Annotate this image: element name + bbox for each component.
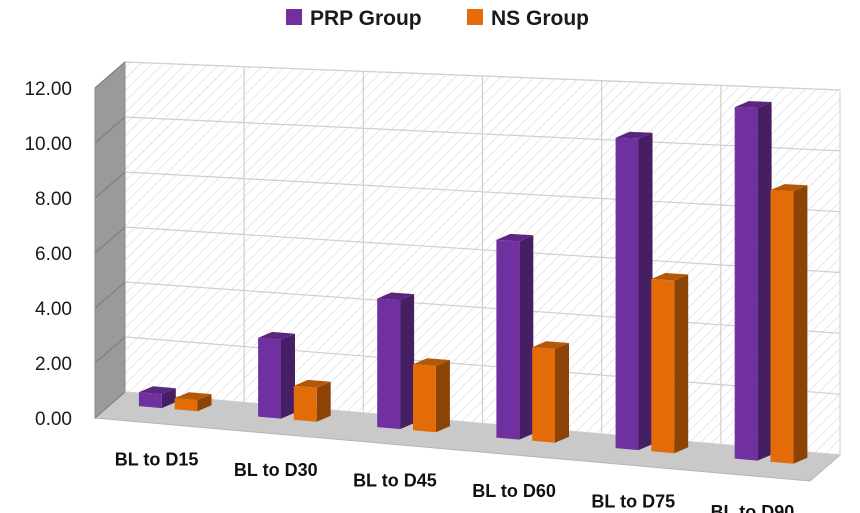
y-tick-label: 0.00 <box>35 409 72 430</box>
x-category-label: BL to D15 <box>115 449 199 469</box>
x-category-label: BL to D60 <box>472 481 556 501</box>
y-tick-label: 6.00 <box>35 244 72 265</box>
side-gridline <box>94 391 126 419</box>
x-category-label: BL to D45 <box>353 470 437 490</box>
bar-prp-0 <box>138 386 176 409</box>
side-gridline <box>94 116 126 144</box>
legend-label-prp: PRP Group <box>310 7 422 30</box>
legend-label-ns: NS Group <box>491 7 589 30</box>
side-gridline <box>94 281 126 309</box>
y-tick-label: 8.00 <box>35 189 72 210</box>
bar-ns-3 <box>532 341 569 443</box>
bar-ns-2 <box>413 358 450 433</box>
side-gridline <box>94 61 126 89</box>
bar-prp-5 <box>734 101 772 461</box>
side-gridline <box>94 226 126 254</box>
bar-prp-3 <box>496 233 534 440</box>
legend: PRP Group NS Group <box>286 7 589 30</box>
bar-ns-5 <box>770 184 808 464</box>
y-tick-label: 4.00 <box>35 299 72 320</box>
bar-ns-4 <box>651 273 689 454</box>
bar-ns-1 <box>293 379 331 422</box>
x-category-label: BL to D30 <box>234 460 318 480</box>
gridlines <box>94 61 841 456</box>
bars <box>138 101 808 464</box>
side-gridline <box>94 171 126 199</box>
bar-prp-4 <box>615 131 653 451</box>
bar-prp-1 <box>258 331 295 419</box>
bar-ns-0 <box>174 392 212 412</box>
bar-prp-2 <box>377 292 415 430</box>
y-tick-label: 2.00 <box>35 354 72 375</box>
plot-walls <box>93 60 842 482</box>
x-category-label: BL to D90 <box>711 502 795 513</box>
y-axis-ticks: 0.00 2.00 4.00 6.00 8.00 10.00 12.00 <box>24 79 72 430</box>
y-tick-label: 12.00 <box>24 79 72 100</box>
legend-swatch-prp <box>286 9 302 25</box>
legend-swatch-ns <box>467 9 483 25</box>
x-category-label: BL to D75 <box>591 491 675 511</box>
y-tick-label: 10.00 <box>24 134 72 155</box>
x-axis-labels: BL to D15 BL to D30 BL to D45 BL to D60 BL t… <box>115 449 795 513</box>
side-gridline <box>94 336 126 364</box>
